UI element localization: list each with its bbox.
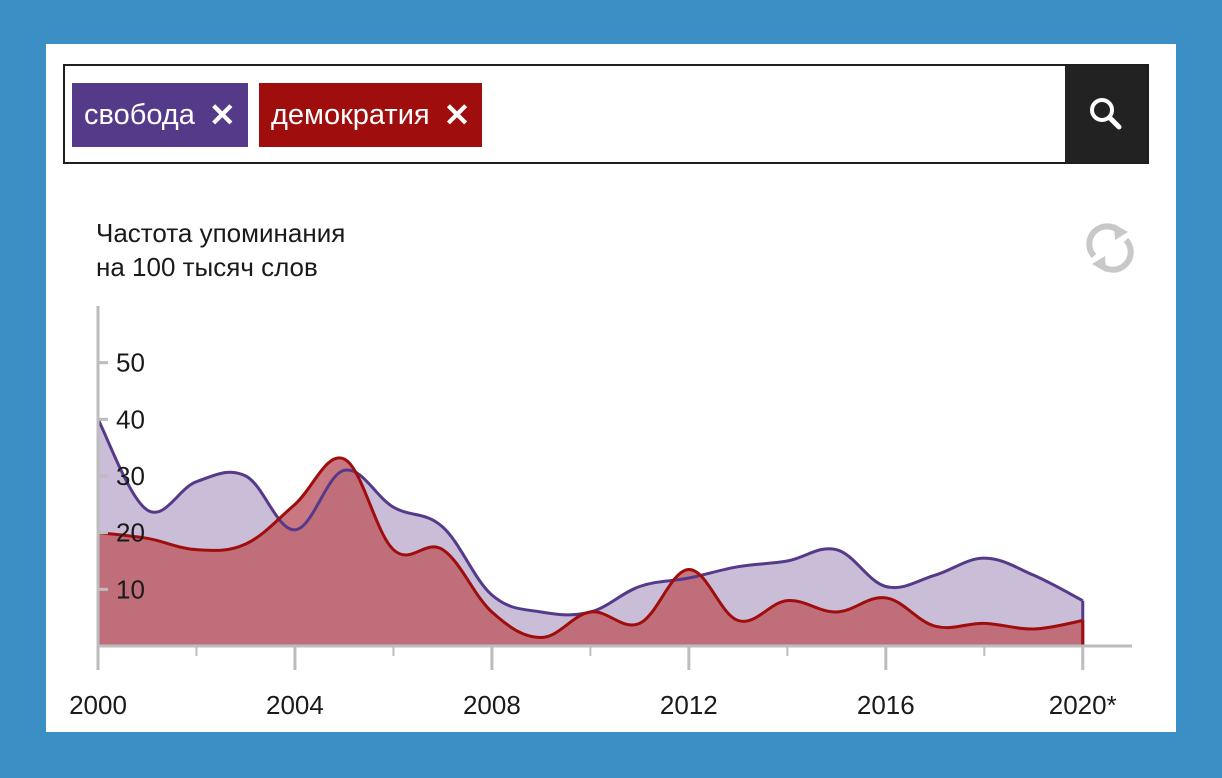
- tag-svoboda: свобода ✕: [72, 83, 248, 147]
- y-tick-label: 30: [116, 461, 145, 491]
- x-tick-label: 2016: [857, 690, 915, 720]
- x-tick-label: 2000: [69, 690, 127, 720]
- series-line-0: [96, 418, 1084, 617]
- reset-button[interactable]: [1082, 220, 1138, 276]
- search-button[interactable]: [1065, 66, 1147, 162]
- area-chart: 2000 2004 2008 2012 2016 2020* 10 20 30 40 50: [69, 306, 1132, 720]
- refresh-icon: [1086, 223, 1134, 273]
- tag-label: демократия: [271, 98, 430, 131]
- tag-label: свобода: [84, 98, 195, 131]
- y-tick-label: 20: [116, 518, 145, 548]
- tag-search-bar[interactable]: свобода ✕ демократия ✕: [63, 64, 1149, 164]
- x-tick-label: 2020*: [1049, 690, 1117, 720]
- series-area-1: [98, 457, 1083, 646]
- y-tick-label: 10: [116, 574, 145, 604]
- x-tick-label: 2004: [266, 690, 324, 720]
- tag-demokratiya: демократия ✕: [259, 83, 483, 147]
- remove-tag-icon[interactable]: ✕: [443, 97, 471, 133]
- y-tick-label: 40: [116, 404, 145, 434]
- x-tick-label: 2012: [660, 690, 718, 720]
- magnifier-icon: [1090, 98, 1122, 130]
- x-tick-label: 2008: [463, 690, 521, 720]
- series-line-1: [97, 456, 1084, 640]
- y-axis-title: Частота упоминания на 100 тысяч слов: [96, 218, 346, 282]
- y-tick-label: 50: [116, 348, 145, 378]
- remove-tag-icon[interactable]: ✕: [208, 97, 236, 133]
- chart-card: свобода ✕ демократия ✕ Частота упоминани…: [46, 44, 1176, 732]
